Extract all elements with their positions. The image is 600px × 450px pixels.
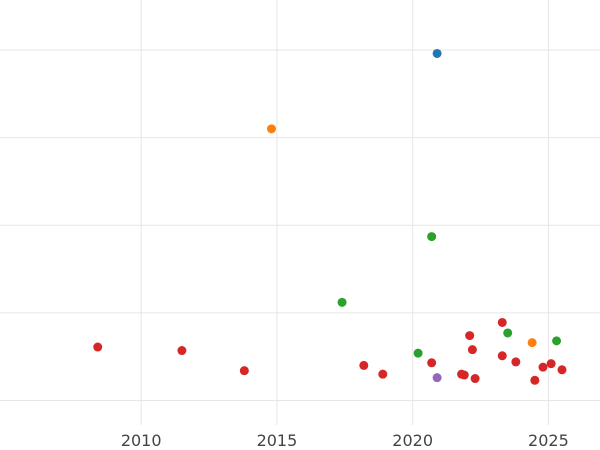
- data-point: [503, 328, 513, 338]
- data-point: [266, 124, 276, 134]
- data-point: [359, 360, 369, 370]
- data-point: [93, 342, 103, 352]
- data-point: [432, 373, 442, 383]
- x-tick-label: 2020: [392, 431, 433, 450]
- data-point: [470, 374, 480, 384]
- data-point: [511, 357, 521, 367]
- data-point: [546, 359, 556, 369]
- data-point: [552, 336, 562, 346]
- data-points: [93, 48, 567, 385]
- x-tick-label: 2015: [257, 431, 298, 450]
- data-point: [530, 375, 540, 385]
- data-point: [459, 370, 469, 380]
- data-point: [527, 338, 537, 348]
- x-tick-label: 2010: [121, 431, 162, 450]
- grid: [0, 0, 600, 425]
- data-point: [378, 369, 388, 379]
- data-point: [413, 348, 423, 358]
- data-point: [427, 232, 437, 242]
- data-point: [538, 362, 548, 372]
- x-tick-label: 2025: [528, 431, 569, 450]
- data-point: [427, 358, 437, 368]
- data-point: [497, 317, 507, 327]
- data-point: [432, 48, 442, 58]
- data-point: [465, 331, 475, 341]
- data-point: [497, 351, 507, 361]
- data-point: [337, 297, 347, 307]
- data-point: [467, 345, 477, 355]
- data-point: [239, 366, 249, 376]
- data-point: [177, 346, 187, 356]
- data-point: [557, 365, 567, 375]
- x-axis-tick-labels: 2010 2015 2020 2025: [121, 431, 569, 450]
